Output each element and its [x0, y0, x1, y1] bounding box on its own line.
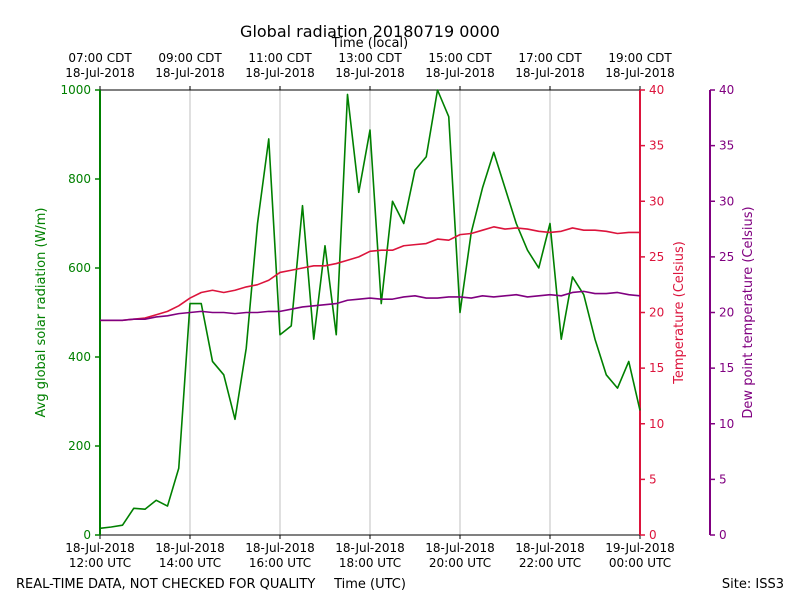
y3-tick-label: 10: [719, 417, 734, 431]
top-x-tick-label: 18-Jul-2018: [605, 66, 675, 80]
y-tick-label: 600: [68, 261, 91, 275]
y2-axis-label: Temperature (Celsius): [672, 241, 687, 385]
x-tick-label: 18-Jul-2018: [245, 541, 315, 555]
x-tick-label: 18-Jul-2018: [335, 541, 405, 555]
y2-tick-label: 30: [649, 194, 664, 208]
top-x-tick-label: 09:00 CDT: [158, 51, 222, 65]
y3-tick-label: 15: [719, 361, 734, 375]
y2-tick-label: 15: [649, 361, 664, 375]
x-tick-label: 20:00 UTC: [429, 556, 491, 570]
y2-tick-label: 40: [649, 83, 664, 97]
top-x-axis-label: Time (local): [331, 36, 408, 51]
y3-tick-label: 30: [719, 194, 734, 208]
top-x-tick-label: 18-Jul-2018: [425, 66, 495, 80]
y3-tick-label: 40: [719, 83, 734, 97]
y3-axis-label: Dew point temperature (Celsius): [741, 206, 756, 418]
top-x-tick-label: 19:00 CDT: [608, 51, 672, 65]
annotation: Site: ISS3: [722, 577, 784, 592]
x-tick-label: 18-Jul-2018: [155, 541, 225, 555]
y3-tick-label: 5: [719, 472, 727, 486]
y2-tick-label: 5: [649, 472, 657, 486]
annotation: REAL-TIME DATA, NOT CHECKED FOR QUALITY: [16, 577, 315, 592]
x-tick-label: 14:00 UTC: [159, 556, 221, 570]
top-x-tick-label: 18-Jul-2018: [335, 66, 405, 80]
x-tick-label: 18-Jul-2018: [65, 541, 135, 555]
y-tick-label: 800: [68, 172, 91, 186]
y2-tick-label: 0: [649, 528, 657, 542]
x-tick-label: 00:00 UTC: [609, 556, 671, 570]
y-tick-label: 0: [83, 528, 91, 542]
series-line: [100, 290, 641, 322]
x-tick-label: 22:00 UTC: [519, 556, 581, 570]
y3-tick-label: 25: [719, 250, 734, 264]
top-x-tick-label: 18-Jul-2018: [245, 66, 315, 80]
top-x-tick-label: 18-Jul-2018: [515, 66, 585, 80]
x-axis-label: Time (UTC): [333, 577, 406, 592]
y3-tick-label: 0: [719, 528, 727, 542]
x-tick-label: 19-Jul-2018: [605, 541, 675, 555]
x-tick-label: 12:00 UTC: [69, 556, 131, 570]
y2-tick-label: 20: [649, 306, 664, 320]
top-x-tick-label: 11:00 CDT: [248, 51, 312, 65]
x-tick-label: 16:00 UTC: [249, 556, 311, 570]
series-line: [99, 89, 641, 530]
x-tick-label: 18-Jul-2018: [425, 541, 495, 555]
y-tick-label: 1000: [60, 83, 91, 97]
top-x-tick-label: 13:00 CDT: [338, 51, 402, 65]
y-tick-label: 400: [68, 350, 91, 364]
y3-tick-label: 35: [719, 139, 734, 153]
y2-tick-label: 25: [649, 250, 664, 264]
top-x-tick-label: 07:00 CDT: [68, 51, 132, 65]
y2-tick-label: 10: [649, 417, 664, 431]
y3-tick-label: 20: [719, 306, 734, 320]
top-x-tick-label: 18-Jul-2018: [65, 66, 135, 80]
top-x-tick-label: 15:00 CDT: [428, 51, 492, 65]
y-axis-label: Avg global solar radiation (W/m): [34, 208, 49, 418]
series-line: [100, 226, 640, 322]
top-x-tick-label: 17:00 CDT: [518, 51, 582, 65]
y2-tick-label: 35: [649, 139, 664, 153]
x-tick-label: 18:00 UTC: [339, 556, 401, 570]
chart-title: Global radiation 20180719 0000: [240, 22, 500, 41]
top-x-tick-label: 18-Jul-2018: [155, 66, 225, 80]
y-tick-label: 200: [68, 439, 91, 453]
x-tick-label: 18-Jul-2018: [515, 541, 585, 555]
